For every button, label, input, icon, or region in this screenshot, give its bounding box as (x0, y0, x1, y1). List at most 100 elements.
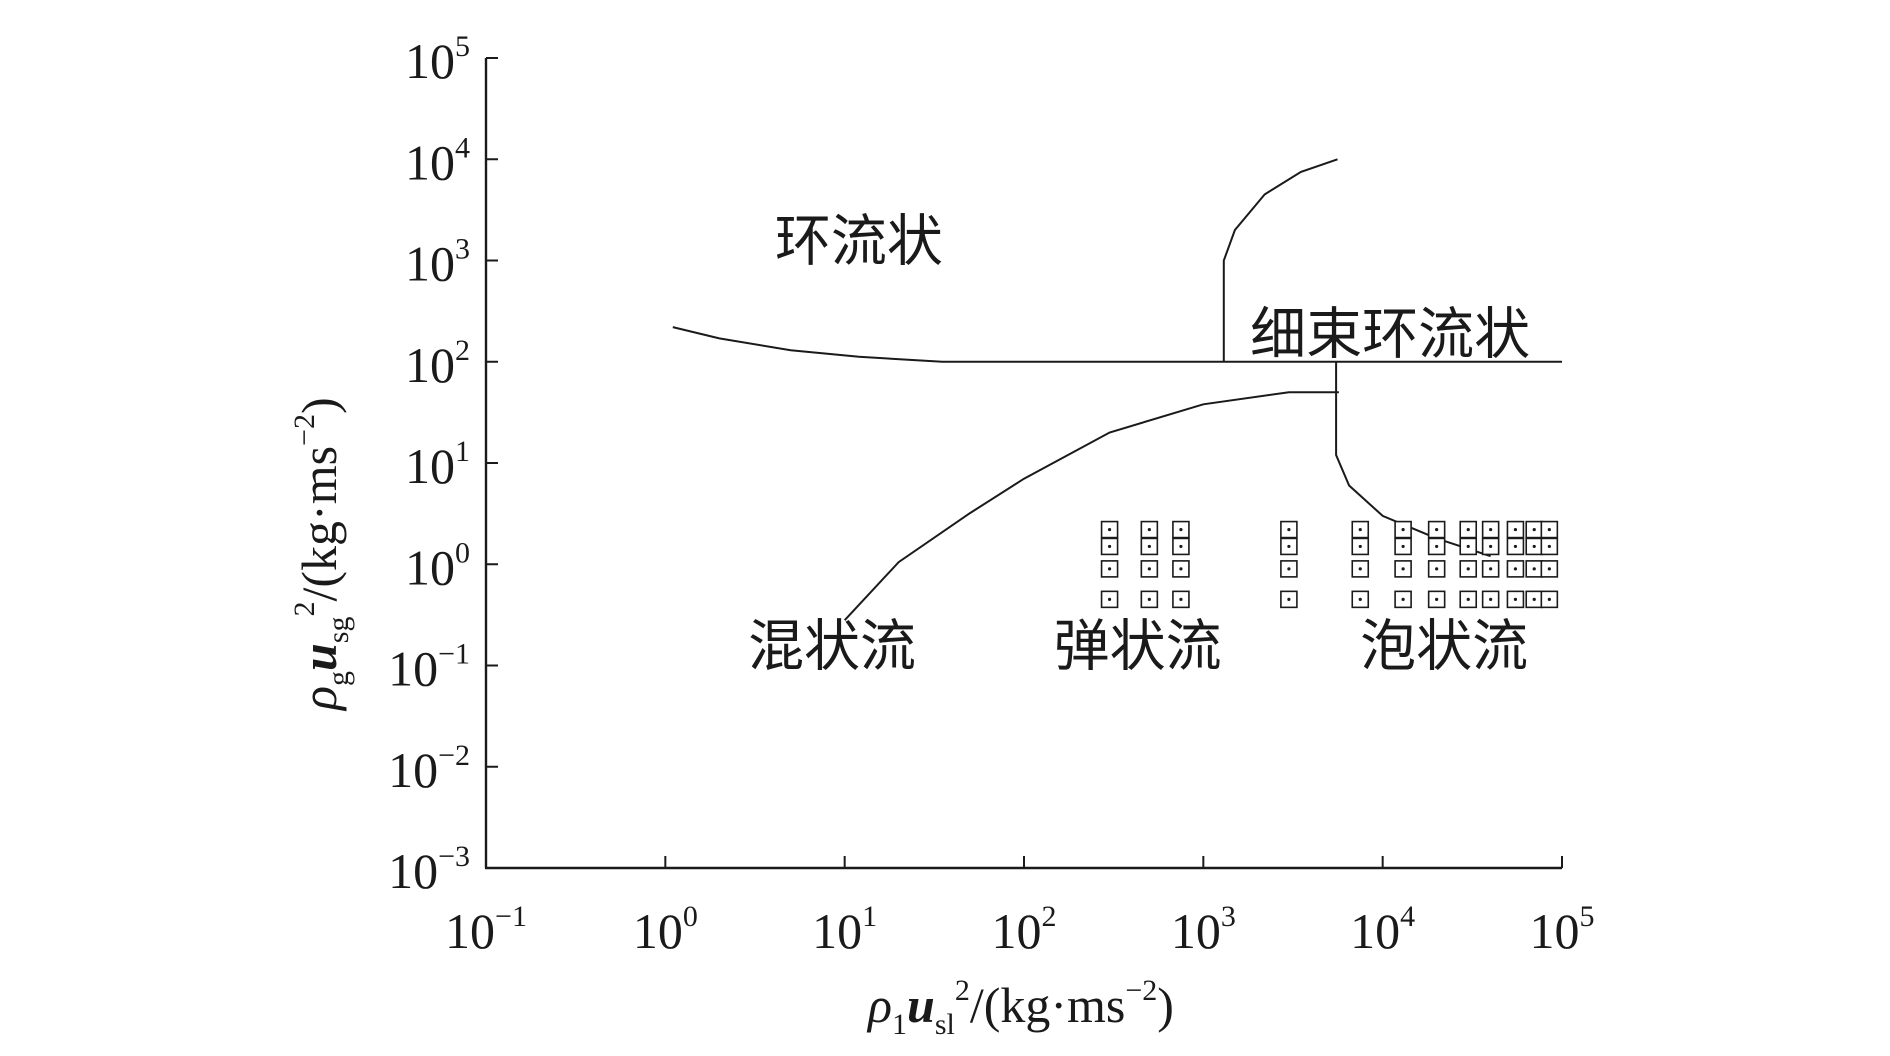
region-label: 泡状流 (1360, 615, 1528, 680)
data-point-dot (1547, 544, 1551, 549)
data-point-dot (1107, 567, 1112, 571)
data-point (1100, 560, 1119, 578)
ticks: 10−1 100 101 102 103 104 105 10−3 10−2 10−1 100 101… (388, 30, 1594, 959)
data-point-dot (1513, 527, 1518, 532)
x-tick-label: 105 (1530, 900, 1595, 959)
data-point-dot (1513, 567, 1518, 571)
data-point-dot (1179, 567, 1183, 571)
data-point-dot (1179, 527, 1183, 532)
y-tick-label: 10−1 (388, 638, 470, 697)
data-point-dot (1107, 544, 1112, 549)
data-point-dot (1532, 544, 1536, 549)
data-point (1140, 520, 1159, 539)
region-label: 细束环流状 (1250, 303, 1530, 368)
data-point (1394, 520, 1412, 539)
y-tick-label: 103 (405, 233, 470, 292)
data-point-dot (1358, 527, 1362, 532)
data-point (1525, 537, 1544, 556)
x-tick-label: 103 (1171, 900, 1236, 959)
data-point (1427, 537, 1446, 556)
data-point (1540, 537, 1559, 556)
data-point-dot (1489, 544, 1493, 549)
data-point (1394, 590, 1412, 609)
y-tick-label: 100 (405, 536, 470, 595)
data-point (1506, 520, 1525, 539)
data-point-dot (1435, 567, 1439, 571)
data-point-dot (1287, 544, 1291, 549)
data-point (1481, 520, 1500, 539)
data-point-dot (1147, 527, 1151, 532)
data-point (1280, 560, 1298, 578)
x-tick-label: 104 (1350, 900, 1415, 959)
data-point (1540, 560, 1559, 578)
data-point-dot (1147, 597, 1151, 601)
data-point-dot (1358, 597, 1362, 601)
data-point (1540, 590, 1559, 609)
x-axis-title: ρ1usl2/(kg·ms−2) (866, 974, 1174, 1041)
data-point (1540, 520, 1559, 539)
data-point-dot (1435, 544, 1439, 549)
y-tick-label: 104 (405, 131, 470, 190)
data-point-dot (1401, 544, 1405, 549)
boundary-churn-slug (843, 391, 1339, 621)
data-point-dot (1547, 597, 1551, 601)
data-point (1427, 520, 1446, 539)
y-tick-label: 101 (405, 435, 470, 494)
x-tick-label: 100 (633, 900, 698, 959)
data-point-dot (1466, 567, 1470, 571)
data-point (1525, 560, 1544, 578)
data-point (1525, 590, 1544, 609)
data-point-dot (1147, 544, 1151, 549)
data-point (1351, 560, 1370, 578)
y-tick-label: 102 (405, 334, 470, 393)
data-point (1459, 560, 1478, 578)
data-point-dot (1358, 567, 1362, 571)
data-point-dot (1532, 527, 1536, 532)
data-point-dot (1179, 597, 1183, 601)
data-point-dot (1466, 544, 1470, 549)
data-point (1140, 560, 1159, 578)
data-point-dot (1532, 567, 1536, 571)
data-point-dot (1287, 597, 1291, 601)
data-point (1459, 537, 1478, 556)
data-point-dot (1401, 527, 1405, 532)
y-tick-label: 105 (405, 30, 470, 89)
data-point (1481, 560, 1500, 578)
data-point (1427, 590, 1446, 609)
data-point-dot (1401, 567, 1405, 571)
data-point-dot (1107, 527, 1112, 532)
data-point-dot (1547, 527, 1551, 532)
data-point (1351, 520, 1370, 539)
data-point (1459, 590, 1478, 609)
data-point-dot (1287, 567, 1291, 571)
data-point (1506, 590, 1525, 609)
data-point (1172, 590, 1190, 609)
data-point-dot (1489, 527, 1493, 532)
data-point (1100, 590, 1119, 609)
data-point-dot (1107, 597, 1112, 601)
data-point-dot (1489, 597, 1493, 601)
data-point-dot (1435, 597, 1439, 601)
data-point (1481, 590, 1500, 609)
data-point (1506, 537, 1525, 556)
data-point-dot (1401, 597, 1405, 601)
data-markers (1100, 520, 1559, 609)
x-tick-label: 101 (812, 900, 877, 959)
data-point (1394, 560, 1412, 578)
data-point (1140, 590, 1159, 609)
boundary-annular-lower (672, 326, 1562, 363)
data-point-dot (1358, 544, 1362, 549)
data-point (1280, 590, 1298, 609)
data-point (1172, 560, 1190, 578)
region-label: 环流状 (775, 210, 943, 275)
axes (484, 58, 1562, 870)
data-point-dot (1179, 544, 1183, 549)
data-point (1140, 537, 1159, 556)
data-point-dot (1513, 597, 1518, 601)
data-point-dot (1466, 597, 1470, 601)
data-point (1100, 537, 1119, 556)
data-point (1280, 520, 1298, 539)
data-point (1427, 560, 1446, 578)
